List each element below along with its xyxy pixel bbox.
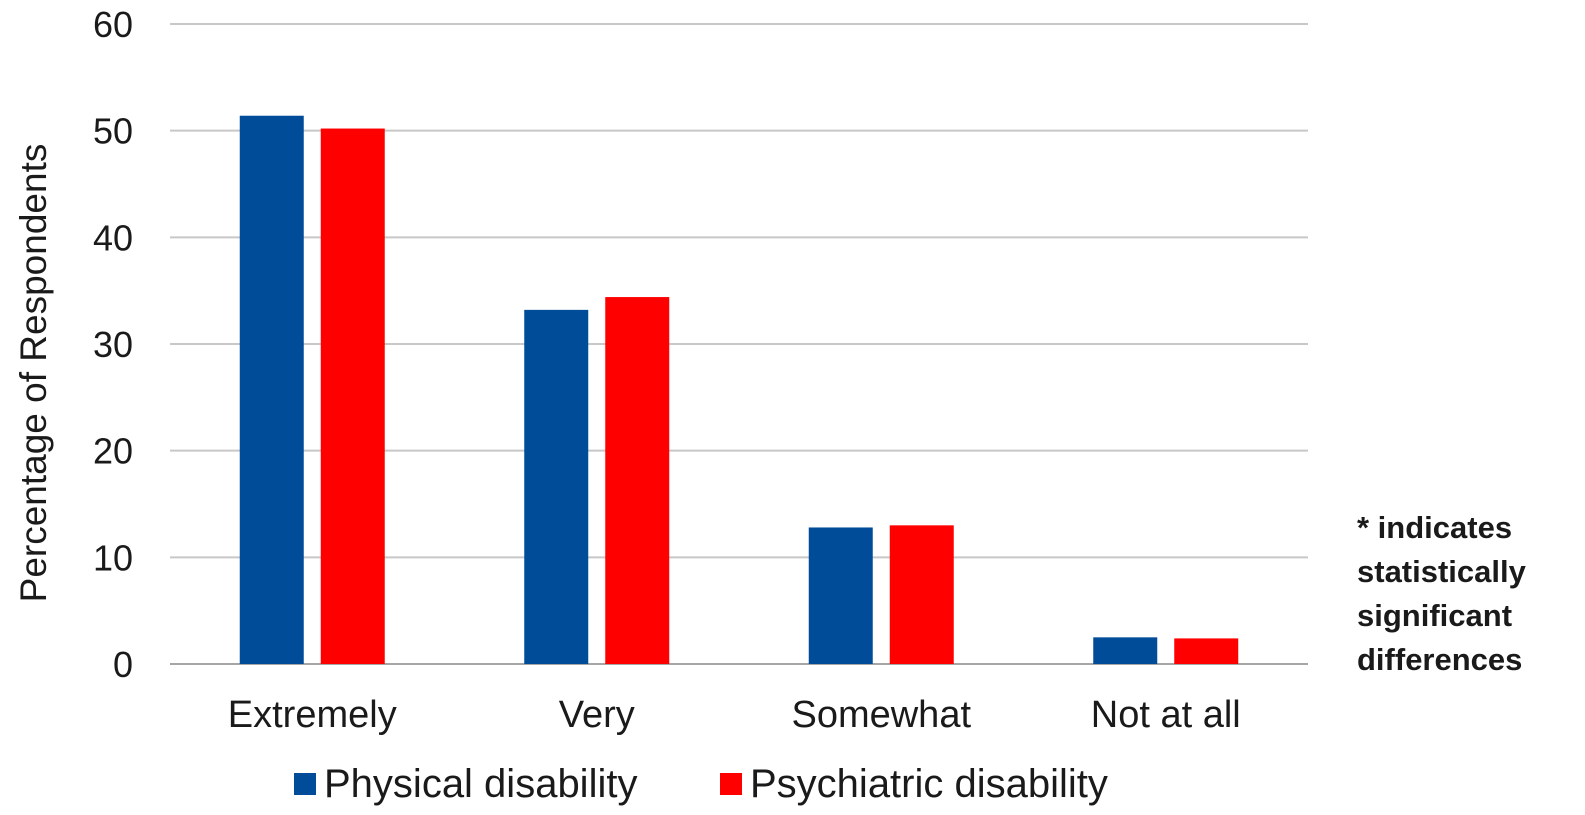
bar-psychiatric: [605, 297, 670, 664]
y-tick-label: 20: [93, 431, 133, 472]
legend-swatch: [294, 773, 316, 795]
y-axis-ticks: 0 10 20 30 40 50 60: [93, 4, 133, 685]
legend-label: Psychiatric disability: [750, 762, 1108, 806]
legend-swatch: [720, 773, 742, 795]
x-tick-label: Somewhat: [791, 694, 971, 736]
y-axis-label: Percentage of Respondents: [13, 144, 54, 603]
bar-physical: [808, 527, 873, 664]
legend: Physical disability Psychiatric disabilit…: [294, 762, 1108, 806]
y-tick-label: 0: [113, 644, 133, 685]
legend-label: Physical disability: [324, 762, 637, 806]
bars: [239, 115, 1239, 665]
x-tick-label: Extremely: [228, 694, 397, 736]
note-line: * indicates: [1357, 510, 1512, 545]
significance-note: * indicates statistically significant diffe…: [1357, 510, 1527, 677]
bar-psychiatric: [1174, 638, 1239, 664]
y-tick-label: 50: [93, 111, 133, 152]
note-line: statistically: [1357, 554, 1527, 589]
y-tick-label: 10: [93, 537, 133, 578]
y-tick-label: 40: [93, 217, 133, 258]
x-tick-label: Not at all: [1091, 694, 1241, 736]
bar-physical: [524, 309, 589, 664]
bar-psychiatric: [320, 128, 385, 665]
note-line: significant: [1357, 598, 1512, 633]
y-tick-label: 30: [93, 324, 133, 365]
bar-psychiatric: [889, 525, 954, 664]
bar-physical: [1093, 637, 1158, 664]
bar-physical: [239, 115, 304, 664]
y-tick-label: 60: [93, 4, 133, 45]
x-tick-label: Very: [559, 694, 635, 736]
x-axis-labels: Extremely Very Somewhat Not at all: [228, 694, 1241, 736]
note-line: differences: [1357, 642, 1522, 677]
